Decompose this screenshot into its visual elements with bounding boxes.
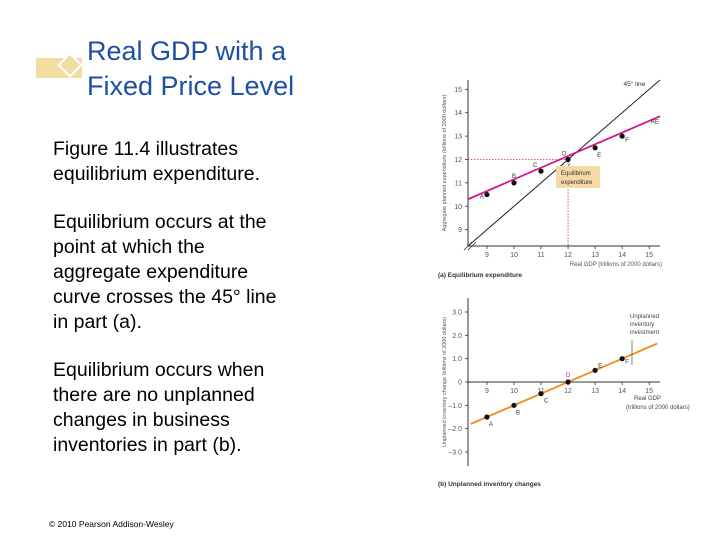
point-label-e: E <box>598 363 602 369</box>
series-label-ae: AE <box>651 118 660 125</box>
x-tick-label: 12 <box>564 388 572 395</box>
y-tick-label: 0 <box>458 380 462 387</box>
paragraph-1: Figure 11.4 illustrates equilibrium expe… <box>53 137 353 187</box>
x-tick-label: 15 <box>645 388 653 395</box>
x-tick-label: 9 <box>485 252 489 259</box>
panel-caption: (b) Unplanned inventory changes <box>438 481 541 488</box>
y-tick-label: 1.0 <box>452 356 462 363</box>
equilibrium-pointer <box>567 163 571 167</box>
point-label-b: B <box>516 410 520 416</box>
point-label-e: E <box>597 153 601 159</box>
x-tick-label: 14 <box>618 388 626 395</box>
point-c <box>538 168 544 174</box>
point-label-c: C <box>544 399 549 405</box>
title-line-2: Fixed Price Level <box>87 71 295 101</box>
y-tick-label: 15 <box>454 87 462 94</box>
y-tick-label: –1.0 <box>448 403 462 410</box>
paragraph-line: Equilibrium occurs when <box>53 359 265 381</box>
point-label-d: D <box>566 373 571 379</box>
x-tick-label: 12 <box>564 252 572 259</box>
decoration-diamond <box>57 52 83 78</box>
paragraph-line: inventories in part (b). <box>53 434 242 456</box>
x-tick-label: 15 <box>645 252 653 259</box>
y-tick-label: –3.0 <box>448 450 462 457</box>
paragraph-line: in part (a). <box>53 311 142 333</box>
paragraph-line: Figure 11.4 illustrates <box>53 138 238 160</box>
y-tick-label: 12 <box>454 157 462 164</box>
paragraph-3: Equilibrium occurs when there are no unp… <box>53 358 353 458</box>
paragraph-2: Equilibrium occurs at the point at which… <box>53 210 353 335</box>
point-a <box>484 191 490 198</box>
point-label-c: C <box>533 163 538 169</box>
point-f <box>619 133 625 139</box>
point-label-f: F <box>625 360 629 366</box>
y-tick-label: –2.0 <box>448 426 462 433</box>
y-tick-label: 2.0 <box>452 333 462 340</box>
paragraph-line: Equilibrium occurs at the <box>53 211 267 233</box>
y-axis-label: Aggregate planned expenditure (trillions… <box>442 94 448 231</box>
point-b <box>511 180 517 186</box>
point-e <box>592 145 598 151</box>
copyright-notice: © 2010 Pearson Addison-Wesley <box>49 519 174 529</box>
title-line-1: Real GDP with a <box>87 36 287 66</box>
ae-curve <box>467 115 661 201</box>
x-axis-label: (trillions of 2000 dollars) <box>626 405 690 411</box>
point-b <box>511 402 517 408</box>
point-d <box>565 379 571 385</box>
paragraph-line: changes in business <box>53 409 230 431</box>
y-tick-label: 9 <box>458 227 462 234</box>
x-tick-label: 10 <box>510 388 518 395</box>
series-label-45: 45° line <box>623 80 645 88</box>
point-a <box>484 414 490 420</box>
x-axis-label: Real GDP (trillions of 2000 dollars) <box>570 262 662 268</box>
point-label-a: A <box>480 195 484 201</box>
panel-caption: (a) Equilibrium expenditure <box>438 272 523 279</box>
equilibrium-label-box <box>556 166 600 188</box>
x-tick-label: 11 <box>537 252 544 259</box>
inventory-annotation-text: inventory <box>630 322 654 328</box>
x-tick-label: 10 <box>510 252 518 259</box>
inventory-annotation-text: investment <box>630 330 659 336</box>
y-axis-label: Unplanned inventory change (trillions of… <box>442 317 448 447</box>
x-tick-label: 14 <box>618 252 626 259</box>
x-tick-label: 9 <box>485 388 489 395</box>
paragraph-line: there are no unplanned <box>53 384 255 406</box>
point-label-a: A <box>489 422 493 428</box>
unplanned-inventory-line <box>470 342 658 425</box>
point-label-d: D <box>562 151 567 157</box>
point-label-b: B <box>512 174 516 180</box>
paragraph-line: equilibrium expenditure. <box>53 163 261 185</box>
paragraph-line: point at which the <box>53 236 205 258</box>
point-c <box>538 391 544 397</box>
slide-title: Real GDP with a Fixed Price Level <box>87 34 387 104</box>
point-e <box>592 367 598 373</box>
equilibrium-label-text: expenditure <box>561 180 593 186</box>
axis-break-mark <box>467 241 477 251</box>
body-text: Figure 11.4 illustrates equilibrium expe… <box>53 137 353 481</box>
paragraph-line: aggregate expenditure <box>53 261 249 283</box>
point-label-f: F <box>625 138 629 144</box>
y-tick-label: 11 <box>455 180 462 187</box>
x-tick-label: 13 <box>591 252 599 259</box>
y-tick-label: 3.0 <box>452 310 462 317</box>
inventory-annotation-text: Unplanned <box>630 314 659 320</box>
y-tick-label: 10 <box>454 204 462 211</box>
x-axis-label: Real GDP <box>634 396 661 402</box>
equilibrium-label-text: Equilibrium <box>561 171 591 177</box>
y-tick-label: 14 <box>454 110 462 117</box>
paragraph-line: curve crosses the 45° line <box>53 286 277 308</box>
line-45-degree <box>467 79 661 247</box>
point-d <box>565 156 571 163</box>
x-tick-label: 13 <box>591 388 599 395</box>
title-decoration <box>36 52 83 78</box>
point-f <box>619 356 625 362</box>
y-tick-label: 13 <box>454 134 462 141</box>
